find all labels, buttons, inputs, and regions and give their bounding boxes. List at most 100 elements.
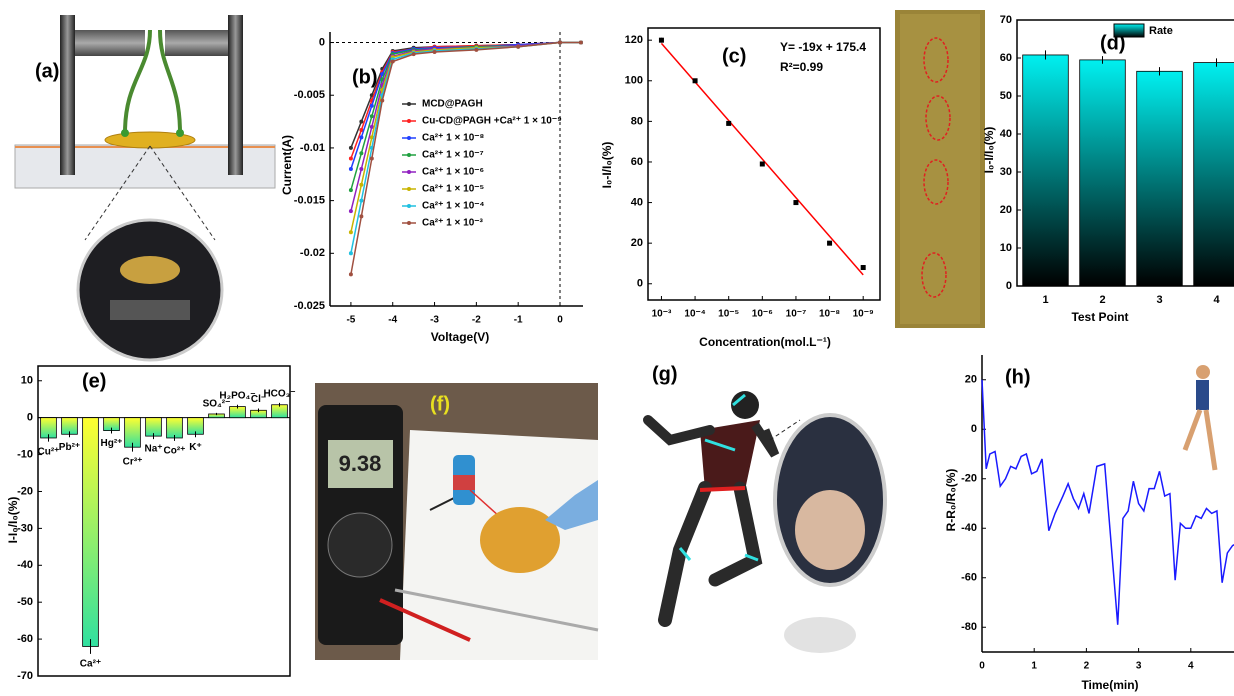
y-tick-label: 0	[637, 278, 643, 290]
data-point	[359, 198, 364, 203]
y-tick-label: 40	[631, 196, 643, 208]
meter-display: 9.38	[339, 451, 382, 476]
data-point	[369, 114, 374, 119]
y-axis-label: I₀-I/I₀(%)	[982, 127, 996, 174]
y-tick-label: -0.025	[294, 300, 325, 312]
legend-label: Ca²⁺ 1 × 10⁻³	[422, 218, 484, 229]
legend-marker	[407, 187, 411, 191]
data-point	[380, 98, 385, 103]
x-tick-label: -3	[430, 315, 439, 326]
legend-marker	[407, 119, 411, 123]
y-axis-label: I-I₀/I₀(%)	[6, 497, 20, 544]
y-tick-label: 40	[1000, 128, 1012, 140]
data-point	[359, 119, 364, 124]
legend-marker	[407, 170, 411, 174]
x-axis-label: Concentration(mol.L⁻¹)	[699, 335, 831, 349]
y-tick-label: -80	[961, 621, 977, 633]
x-tick-label: 3	[1156, 294, 1162, 306]
data-point	[348, 167, 353, 171]
category-label: SO₄²⁻	[203, 399, 231, 410]
data-point	[726, 120, 732, 126]
data-point	[359, 182, 364, 187]
x-tick-label: 10⁻⁴	[684, 309, 705, 320]
y-tick-label: 100	[625, 75, 643, 87]
x-tick-label: 1	[1031, 661, 1037, 672]
fit-line	[660, 42, 864, 276]
bar	[271, 404, 288, 419]
category-label: Co²⁺	[164, 446, 186, 457]
plot-frame	[647, 27, 881, 301]
y-tick-label: -0.015	[294, 195, 325, 207]
legend-label: Ca²⁺ 1 × 10⁻⁸	[422, 133, 485, 144]
data-point	[390, 59, 395, 64]
panel-label: (e)	[82, 370, 106, 392]
y-tick-label: -0.005	[294, 89, 325, 101]
y-tick-label: 0	[319, 36, 325, 48]
setup-illustration: (a)	[14, 15, 276, 362]
x-tick-label: 10⁻⁶	[752, 309, 773, 320]
bar	[166, 417, 183, 439]
sample-photo	[895, 10, 985, 328]
category-label: Cu²⁺	[38, 446, 60, 457]
y-tick-label: -30	[17, 522, 33, 534]
bar	[1022, 54, 1069, 287]
y-tick-label: 120	[625, 34, 643, 46]
y-tick-label: 10	[21, 375, 33, 387]
y-tick-label: 30	[1000, 166, 1012, 178]
panel-label: (g)	[652, 363, 678, 385]
legend-label: Ca²⁺ 1 × 10⁻⁷	[422, 150, 484, 161]
y-tick-label: -20	[17, 485, 33, 497]
category-label: Hg²⁺	[101, 438, 123, 449]
category-label: Pb²⁺	[59, 442, 80, 453]
data-point	[558, 40, 562, 45]
data-point	[692, 78, 698, 84]
y-tick-label: 20	[1000, 204, 1012, 216]
legend-marker	[407, 153, 411, 157]
data-point	[348, 272, 353, 277]
bar	[1193, 62, 1234, 287]
data-point	[759, 161, 765, 167]
y-tick-label: -40	[17, 559, 33, 571]
x-tick-label: 10⁻⁹	[853, 309, 874, 320]
y-tick-label: -20	[961, 473, 977, 485]
x-tick-label: 4	[1188, 661, 1194, 672]
y-tick-label: 50	[1000, 90, 1012, 102]
x-tick-label: 2	[1084, 661, 1090, 672]
y-tick-label: 60	[631, 156, 643, 168]
annotation: R²=0.99	[780, 60, 823, 74]
category-label: K⁺	[189, 442, 202, 453]
data-point	[348, 188, 353, 193]
panel-label: (c)	[722, 45, 746, 67]
x-tick-label: 10⁻³	[652, 309, 672, 320]
runner-illustration: (g)	[643, 363, 887, 653]
multimeter-photo: 9.38 (f)	[315, 383, 599, 660]
data-point	[793, 200, 799, 206]
data-point	[578, 40, 583, 45]
legend-marker	[407, 204, 411, 208]
legend-label: Rate	[1149, 25, 1173, 37]
x-tick-label: 10⁻⁸	[819, 309, 840, 320]
y-tick-label: 0	[1006, 280, 1012, 292]
plot-frame	[37, 365, 291, 677]
y-tick-label: 0	[971, 423, 977, 435]
y-tick-label: -0.02	[300, 247, 325, 259]
data-point	[860, 265, 866, 271]
category-label: Cl⁻	[251, 394, 266, 405]
y-tick-label: -60	[961, 572, 977, 584]
category-label: Ca²⁺	[80, 658, 101, 669]
y-tick-label: -40	[961, 522, 977, 534]
data-point	[348, 145, 353, 150]
data-point	[348, 156, 353, 161]
panel-label: (f)	[430, 393, 450, 415]
data-point	[369, 135, 374, 140]
x-tick-label: -2	[472, 315, 481, 326]
panel-label: (a)	[35, 60, 59, 82]
plot-frame	[1016, 19, 1234, 287]
bar	[1079, 59, 1126, 287]
legend-label: Ca²⁺ 1 × 10⁻⁶	[422, 167, 484, 178]
y-tick-label: 0	[27, 412, 33, 424]
data-point	[348, 230, 353, 235]
x-axis-label: Test Point	[1071, 310, 1128, 324]
x-tick-label: 4	[1213, 294, 1220, 306]
